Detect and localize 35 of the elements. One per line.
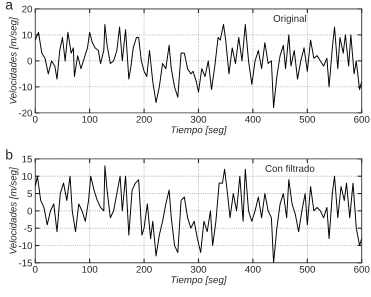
- x-tick-label: 100: [82, 266, 98, 273]
- x-tick-label: 400: [245, 116, 261, 123]
- y-tick-label: 20: [22, 6, 32, 13]
- y-tick-label: -20: [18, 110, 32, 116]
- x-tick-label: 0: [32, 266, 38, 273]
- y-tick-label: 0: [27, 58, 32, 65]
- y-axis-title: Velocidades [m/seg]: [9, 167, 18, 254]
- y-tick-label: -15: [18, 260, 32, 266]
- annotation: Con filtrado: [266, 164, 314, 172]
- x-tick-label: 500: [300, 266, 316, 273]
- x-tick-label: 100: [82, 116, 98, 123]
- x-tick-label: 200: [136, 116, 152, 123]
- x-axis-title: Tiempo [seg]: [171, 126, 227, 136]
- x-tick-label: 0: [32, 116, 38, 123]
- x-tick-label: 300: [190, 116, 206, 123]
- y-tick-label: 15: [22, 156, 32, 163]
- x-tick-label: 400: [245, 266, 261, 273]
- text: a: [6, 2, 13, 10]
- y-tick-label: 10: [22, 32, 32, 39]
- y-tick-label: 10: [22, 172, 32, 180]
- annotation: Original: [274, 14, 306, 24]
- x-tick-label: 300: [190, 266, 206, 273]
- x-tick-label: 600: [354, 116, 370, 123]
- y-tick-label: 0: [27, 208, 32, 214]
- x-tick-label: 500: [300, 116, 316, 123]
- x-tick-label: 200: [136, 266, 152, 273]
- y-tick-label: -10: [18, 84, 32, 90]
- line-series: [35, 24, 362, 108]
- x-axis-title: Tiempo [seg]: [171, 276, 227, 286]
- y-tick-label: 5: [27, 190, 32, 198]
- text: b: [6, 149, 12, 160]
- y-tick-label: -10: [18, 242, 32, 250]
- y-tick-label: -5: [24, 225, 32, 232]
- x-tick-label: 600: [354, 266, 370, 273]
- y-axis-title: Velocidades [m/seg]: [9, 17, 18, 104]
